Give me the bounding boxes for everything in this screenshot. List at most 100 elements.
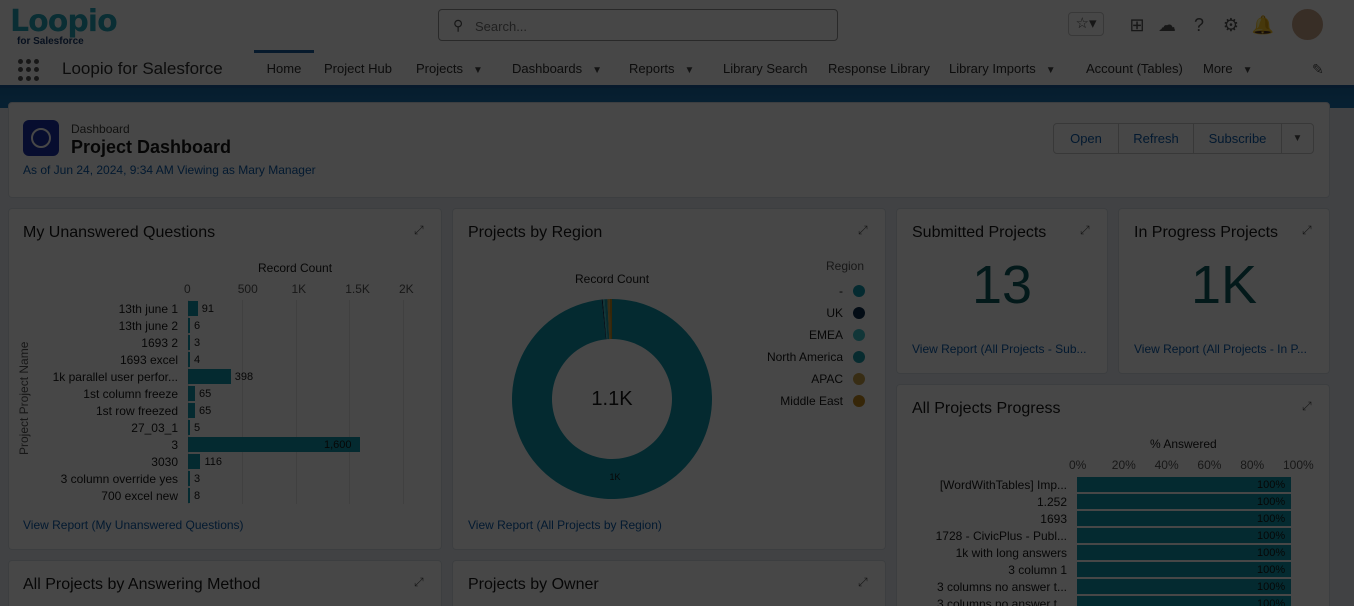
more-actions-chevron-down-icon[interactable]: ▼ xyxy=(1281,123,1314,154)
global-search[interactable]: ⚲ xyxy=(438,9,838,41)
metric-value: 13 xyxy=(971,255,1033,315)
view-report-link[interactable]: View Report (All Projects by Region) xyxy=(468,518,662,532)
x-tick-label: 80% xyxy=(1240,458,1265,472)
gridline xyxy=(349,300,351,504)
expand-icon[interactable]: ⤢ xyxy=(858,575,868,589)
view-report-link[interactable]: View Report (All Projects - In P... xyxy=(1134,342,1307,356)
nav-tab-home[interactable]: Home xyxy=(254,50,314,88)
gridline xyxy=(403,300,404,504)
nav-tab-dashboards-label: Dashboards xyxy=(512,61,583,76)
x-tick-label: 500 xyxy=(237,282,258,296)
expand-icon[interactable]: ⤢ xyxy=(858,223,868,237)
category-label: 1693 2 xyxy=(141,336,178,350)
category-label: 3 xyxy=(171,438,178,452)
widget-title: All Projects Progress xyxy=(912,400,1061,417)
view-report-link[interactable]: View Report (All Projects - Sub... xyxy=(912,342,1087,356)
category-label: 27_03_1 xyxy=(131,421,178,435)
category-label: 13th june 1 xyxy=(118,302,178,316)
x-tick-label: 0 xyxy=(184,282,191,296)
chevron-down-icon[interactable]: ▼ xyxy=(1045,65,1056,76)
bar xyxy=(188,335,190,350)
record-type-label: Dashboard xyxy=(71,122,130,136)
caret-down-icon[interactable]: ▼ xyxy=(1242,65,1253,76)
metric-value: 1K xyxy=(1190,255,1258,315)
category-label: 3 columns no answer t... xyxy=(936,597,1067,606)
nav-tab-response-library[interactable]: Response Library xyxy=(828,61,930,76)
nav-tab-reports[interactable]: Reports ▼ xyxy=(629,50,694,88)
category-label: 3 column override yes xyxy=(60,472,178,486)
user-avatar[interactable] xyxy=(1290,7,1325,42)
nav-tab-dashboards[interactable]: Dashboards ▼ xyxy=(512,50,602,88)
widget-title: In Progress Projects xyxy=(1134,224,1279,241)
x-tick-label: 100% xyxy=(1283,458,1314,472)
axis-title: % Answered xyxy=(1150,437,1217,451)
expand-icon[interactable]: ⤢ xyxy=(1302,223,1312,237)
chevron-down-icon[interactable]: ▼ xyxy=(684,65,695,76)
nav-tab-library-imports[interactable]: Library Imports ▼ xyxy=(949,50,1056,88)
x-tick-label: 1K xyxy=(291,282,307,296)
setup-gear-icon[interactable]: ⚙ xyxy=(1222,15,1240,35)
trailhead-icon[interactable]: ☁ xyxy=(1158,15,1176,35)
nav-tab-account-tables[interactable]: Account (Tables) xyxy=(1086,61,1183,76)
search-input[interactable] xyxy=(475,16,825,36)
category-label: 700 excel new xyxy=(101,489,178,503)
expand-icon[interactable]: ⤢ xyxy=(414,223,424,237)
expand-icon[interactable]: ⤢ xyxy=(1302,399,1312,413)
expand-icon[interactable]: ⤢ xyxy=(1080,223,1090,237)
bar-value-label: 65 xyxy=(198,388,212,400)
widget-title: My Unanswered Questions xyxy=(23,224,216,241)
bar-value-label: 100% xyxy=(1257,479,1286,491)
category-label: 1728 - CivicPlus - Publ... xyxy=(935,529,1067,543)
category-label: 13th june 2 xyxy=(118,319,178,333)
app-name: Loopio for Salesforce xyxy=(62,59,223,78)
bar-value-label: 4 xyxy=(194,354,201,366)
category-label: 1693 excel xyxy=(119,353,178,367)
nav-tab-projects-label: Projects xyxy=(416,61,463,76)
bar-value-label: 100% xyxy=(1257,564,1286,576)
bar-value-label: 398 xyxy=(234,371,254,383)
global-actions-plus-icon[interactable]: ⊞ xyxy=(1129,15,1145,35)
widget-title: Submitted Projects xyxy=(912,224,1047,241)
favorites-star-icon[interactable]: ☆▾ xyxy=(1068,12,1104,36)
search-icon: ⚲ xyxy=(453,17,464,33)
gridline xyxy=(295,300,297,504)
nav-tab-projects[interactable]: Projects ▼ xyxy=(416,50,483,88)
open-button[interactable]: Open xyxy=(1053,123,1119,154)
category-label: 3 column 1 xyxy=(1008,563,1067,577)
bar-value-label: 8 xyxy=(194,490,201,502)
chevron-down-icon[interactable]: ▼ xyxy=(472,65,483,76)
legend-swatch xyxy=(853,395,865,407)
edit-nav-pencil-icon[interactable]: ✎ xyxy=(1312,61,1324,77)
donut-slice-label: 1K xyxy=(609,472,621,482)
expand-icon[interactable]: ⤢ xyxy=(414,575,424,589)
loopio-logo[interactable]: Loopio xyxy=(10,4,118,39)
category-label: 3 columns no answer t... xyxy=(936,580,1067,594)
view-report-link[interactable]: View Report (My Unanswered Questions) xyxy=(23,518,244,532)
notifications-bell-icon[interactable]: 🔔 xyxy=(1251,15,1275,35)
axis-title: Record Count xyxy=(258,261,333,275)
chevron-down-icon[interactable]: ▼ xyxy=(592,65,603,76)
bar xyxy=(188,403,195,418)
nav-tab-project-hub[interactable]: Project Hub xyxy=(324,61,392,76)
gridline xyxy=(241,300,243,504)
refresh-button[interactable]: Refresh xyxy=(1118,123,1194,154)
y-axis-title: Project Project Name xyxy=(17,341,31,455)
widget-title: Projects by Region xyxy=(468,224,603,241)
bar xyxy=(188,471,190,486)
category-label: 1st row freezed xyxy=(95,404,178,418)
x-tick-label: 40% xyxy=(1154,458,1179,472)
category-label: 1.252 xyxy=(1036,495,1067,509)
category-label: 3030 xyxy=(151,455,178,469)
legend-label: EMEA xyxy=(808,328,843,342)
legend-label: Middle East xyxy=(780,394,843,408)
app-launcher-icon[interactable] xyxy=(18,59,40,81)
bar xyxy=(188,488,190,503)
bar-value-label: 3 xyxy=(194,337,201,349)
category-label: 1k parallel user perfor... xyxy=(52,370,178,384)
legend-swatch xyxy=(853,373,865,385)
help-icon[interactable]: ? xyxy=(1193,15,1204,35)
nav-tab-more[interactable]: More ▼ xyxy=(1203,50,1253,88)
subscribe-button[interactable]: Subscribe xyxy=(1193,123,1282,154)
nav-tab-more-label: More xyxy=(1203,61,1233,76)
nav-tab-library-search[interactable]: Library Search xyxy=(723,61,808,76)
